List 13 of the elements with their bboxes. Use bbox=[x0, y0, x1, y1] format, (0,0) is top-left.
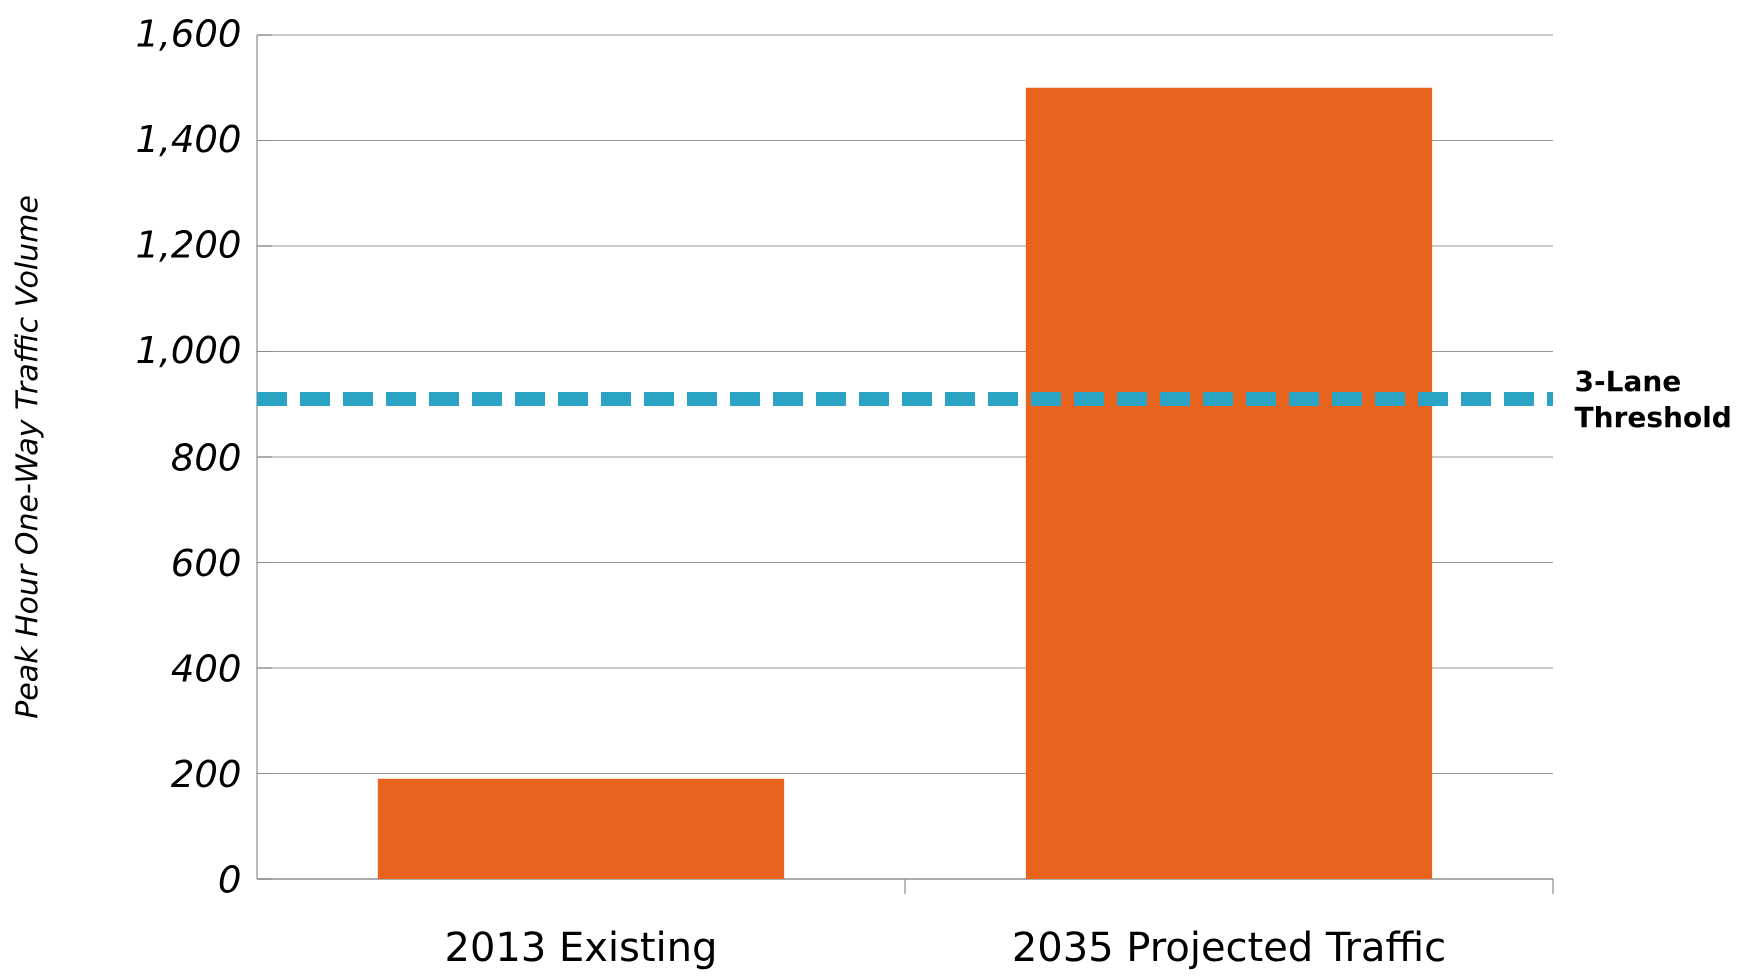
y-tick-label: 400 bbox=[171, 654, 240, 682]
x-tick-label: 2013 Existing bbox=[447, 930, 714, 970]
y-axis-title: Peak Hour One-Way Traffic Volume bbox=[14, 196, 44, 718]
y-tick-label: 1,600 bbox=[137, 19, 240, 51]
y-tick-label: 200 bbox=[170, 759, 240, 788]
y-tick-label: 1,400 bbox=[137, 124, 240, 157]
y-tick-label: 0 bbox=[219, 865, 240, 893]
y-tick-label: 1,200 bbox=[137, 230, 240, 262]
x-tick-label: 2035 Projected Traffic bbox=[1014, 930, 1444, 970]
y-tick-label: 600 bbox=[173, 548, 240, 577]
ref-line-label: 3-Lane Threshold bbox=[1574, 370, 1730, 428]
y-tick-label: 1,000 bbox=[137, 335, 240, 368]
y-tick-label: 800 bbox=[172, 443, 240, 471]
